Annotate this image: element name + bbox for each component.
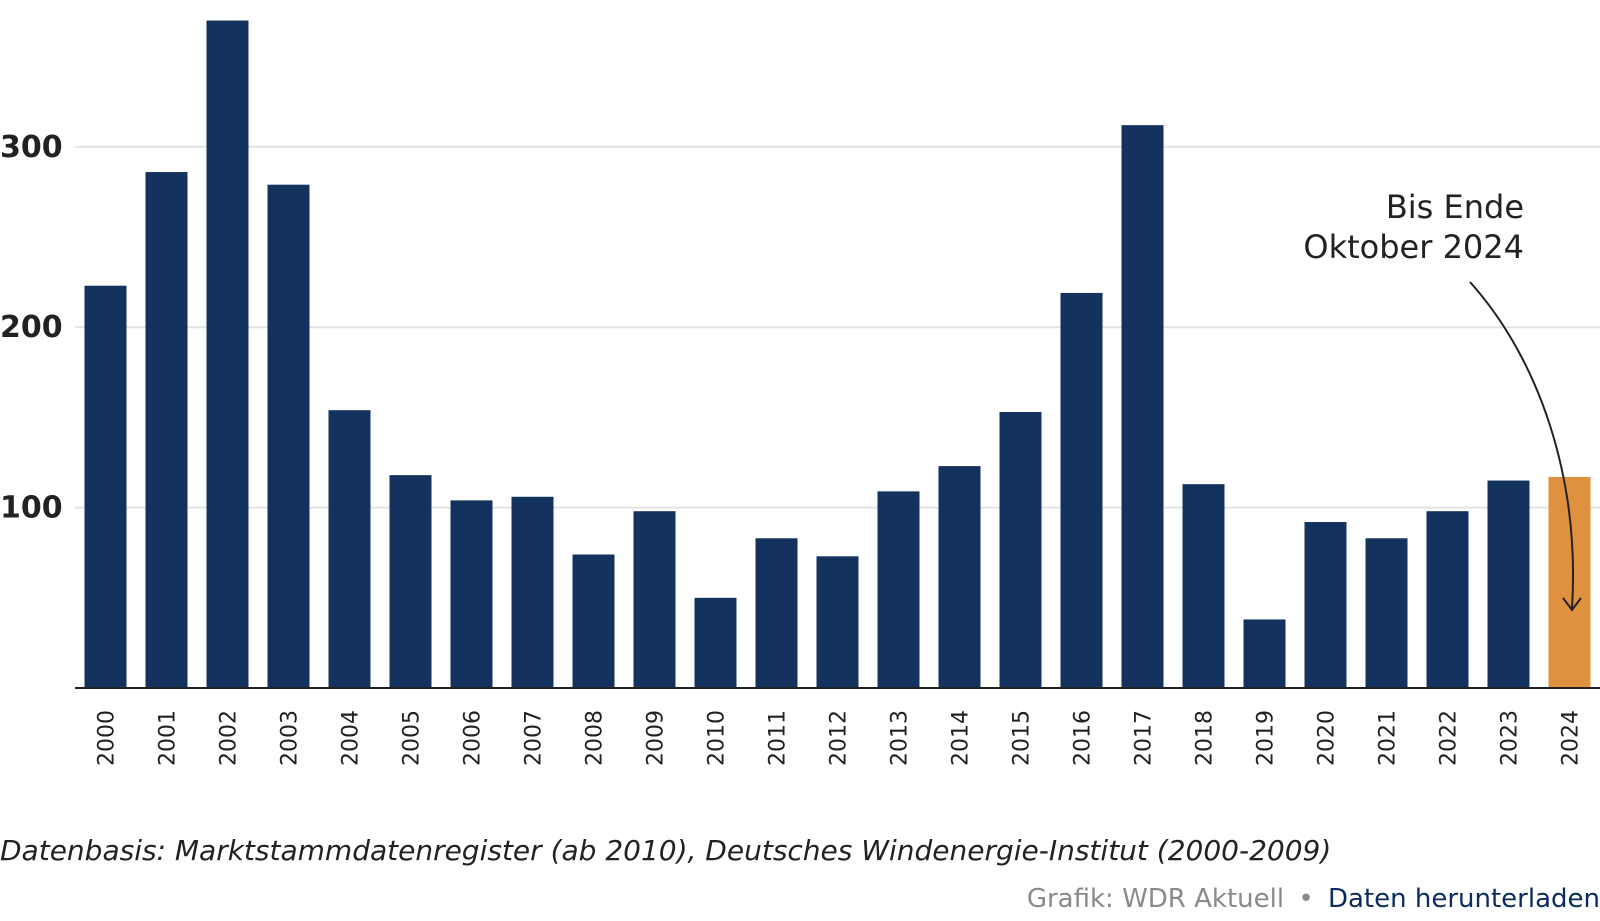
x-tick-label: 2012: [827, 710, 852, 766]
bar-2000: [84, 285, 127, 688]
x-tick-label: 2017: [1132, 710, 1157, 766]
x-tick-label: 2007: [522, 710, 547, 766]
bar-2011: [755, 538, 798, 688]
bar-2023: [1487, 480, 1530, 688]
y-tick-label: 200: [0, 310, 63, 345]
x-tick-label: 2024: [1559, 710, 1584, 766]
bar-2019: [1243, 619, 1286, 688]
bars: [84, 20, 1591, 689]
bar-2022: [1426, 511, 1469, 688]
x-tick-label: 2002: [217, 710, 242, 766]
annotation-arrow: [1469, 281, 1574, 609]
x-tick-label: 2023: [1498, 710, 1523, 766]
x-tick-label: 2000: [95, 710, 120, 766]
bar-2013: [877, 491, 920, 688]
x-tick-label: 2021: [1376, 710, 1401, 766]
x-tick-label: 2014: [949, 710, 974, 766]
x-tick-label: 2022: [1437, 710, 1462, 766]
bar-2020: [1304, 522, 1347, 688]
download-data-link[interactable]: Daten herunterladen: [1327, 884, 1600, 914]
annotation-line-1: Bis Ende: [1386, 188, 1524, 226]
bar-2009: [633, 511, 676, 688]
bar-2012: [816, 556, 859, 688]
bar-2001: [145, 172, 188, 688]
bar-2017: [1121, 125, 1164, 689]
bar-2005: [389, 475, 432, 688]
annotation-arrowhead-icon: [1562, 597, 1582, 612]
x-tick-label: 2020: [1315, 710, 1340, 766]
bar-2016: [1060, 292, 1103, 688]
bar-2004: [328, 410, 371, 688]
bar-2003: [267, 184, 310, 688]
credit-text: Grafik: WDR Aktuell: [1026, 884, 1285, 914]
x-tick-label: 2001: [156, 710, 181, 766]
bar-2014: [938, 466, 981, 688]
x-tick-label: 2006: [461, 710, 486, 766]
x-tick-label: 2016: [1071, 710, 1096, 766]
y-tick-label: 100: [0, 491, 63, 526]
separator-dot: •: [1298, 884, 1314, 914]
bar-2018: [1182, 484, 1225, 688]
credit-line: Grafik: WDR Aktuell • Daten herunterlade…: [1027, 884, 1600, 914]
x-tick-label: 2010: [705, 710, 730, 766]
source-note: Datenbasis: Marktstammdatenregister (ab …: [0, 834, 1332, 867]
x-tick-label: 2013: [888, 710, 913, 766]
x-tick-label: 2015: [1010, 710, 1035, 766]
bar-2006: [450, 500, 493, 688]
x-axis-ticks: 2000 2001 2002 2003 2004 2005 2006 2007 2008 2009…: [95, 710, 1584, 766]
x-tick-label: 2018: [1193, 710, 1218, 766]
x-tick-label: 2005: [400, 710, 425, 766]
bar-2010: [694, 597, 737, 688]
bar-2002: [206, 20, 249, 688]
annotation: Bis Ende Oktober 2024: [1303, 188, 1582, 612]
bar-2008: [572, 554, 615, 688]
y-axis-ticks: 100 200 300: [0, 130, 63, 526]
x-tick-label: 2009: [644, 710, 669, 766]
bar-2007: [511, 496, 554, 688]
annotation-line-2: Oktober 2024: [1303, 228, 1524, 266]
bar-2015: [999, 411, 1042, 688]
y-tick-label: 300: [0, 130, 63, 165]
bar-2021: [1365, 538, 1408, 688]
x-tick-label: 2008: [583, 710, 608, 766]
x-tick-label: 2019: [1254, 710, 1279, 766]
x-tick-label: 2003: [278, 710, 303, 766]
x-tick-label: 2011: [766, 710, 791, 766]
x-tick-label: 2004: [339, 710, 364, 766]
